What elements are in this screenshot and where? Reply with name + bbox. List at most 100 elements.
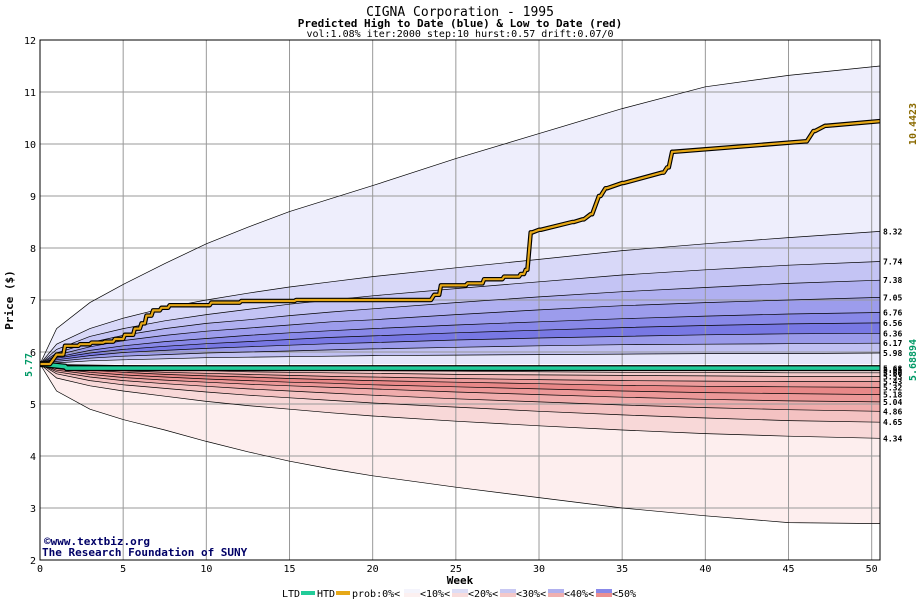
band-value-label: 5.32 — [883, 383, 902, 392]
low-band-0 — [40, 364, 880, 524]
high-band-0 — [40, 66, 880, 364]
legend-swatch-high — [452, 589, 468, 593]
high-band-line — [39, 352, 881, 365]
low-band-line — [39, 363, 881, 439]
high-band-line — [39, 322, 881, 365]
legend-item-label: <40%< — [564, 589, 594, 600]
band-value-label: 5.18 — [883, 391, 902, 400]
band-value-label: 7.38 — [883, 276, 902, 285]
x-axis-label: Week — [447, 574, 474, 587]
high-band-7 — [40, 333, 880, 364]
band-value-label: 6.56 — [883, 319, 902, 328]
y-tick-label: 3 — [30, 504, 36, 515]
legend-swatch-high — [404, 589, 420, 593]
high-band-5 — [40, 312, 880, 364]
chart-title: CIGNA Corporation - 1995 — [366, 5, 554, 20]
band-value-label: 5.04 — [883, 398, 902, 407]
y-tick-label: 2 — [30, 556, 36, 567]
htd-series-line — [40, 120, 881, 366]
band-value-label: 5.60 — [883, 369, 902, 378]
legend-swatch-low — [596, 593, 612, 597]
high-band-8 — [40, 343, 880, 364]
legend-htd-swatch — [336, 591, 350, 595]
low-band-3 — [40, 364, 880, 412]
low-band-line — [39, 363, 881, 395]
y-tick-label: 8 — [30, 244, 36, 255]
x-tick-label: 10 — [200, 564, 212, 575]
x-tick-label: 5 — [120, 564, 126, 575]
x-tick-label: 45 — [782, 564, 794, 575]
ltd-end-value-label: 5.68894 — [908, 339, 919, 381]
legend-item-label: <10%< — [420, 589, 450, 600]
high-band-line — [39, 342, 881, 365]
legend-ltd-swatch — [301, 591, 315, 595]
high-band-line — [39, 312, 881, 365]
low-band-8 — [40, 364, 880, 377]
y-tick-label: 6 — [30, 348, 36, 359]
y-tick-label: 4 — [30, 452, 36, 463]
y-tick-label: 11 — [24, 88, 36, 99]
legend-item-label: <30%< — [516, 589, 546, 600]
band-value-label: 6.76 — [883, 309, 902, 318]
y-tick-label: 9 — [30, 192, 36, 203]
y-axis-label: Price ($) — [3, 270, 16, 330]
y-tick-label: 5 — [30, 400, 36, 411]
low-band-7 — [40, 364, 880, 382]
band-value-label: 5.65 — [883, 366, 902, 375]
band-value-label: 5.43 — [883, 378, 902, 387]
x-tick-label: 35 — [616, 564, 628, 575]
chart-subtitle: Predicted High to Date (blue) & Low to D… — [298, 17, 623, 30]
high-band-line — [39, 65, 881, 365]
start-price-label: 5.77 — [24, 353, 35, 377]
x-tick-label: 0 — [37, 564, 43, 575]
high-band-line — [39, 279, 881, 365]
low-band-line — [39, 363, 881, 403]
legend-swatch-low — [548, 593, 564, 597]
legend-htd-label: HTD — [317, 589, 335, 600]
band-value-label: 7.05 — [883, 293, 902, 302]
low-band-5 — [40, 364, 880, 395]
band-value-label: 5.53 — [883, 372, 902, 381]
legend-swatch-low — [404, 593, 420, 597]
high-band-line — [39, 231, 881, 365]
x-tick-label: 15 — [283, 564, 295, 575]
low-band-2 — [40, 364, 880, 423]
band-value-label: 4.86 — [883, 407, 902, 416]
band-value-label: 5.68 — [883, 365, 902, 374]
legend-ltd-label: LTD — [282, 589, 300, 600]
x-tick-label: 25 — [450, 564, 462, 575]
x-tick-label: 30 — [533, 564, 545, 575]
band-value-labels: 8.32 7.74 7.38 7.05 6.766.566.366.175.98 4.34… — [883, 227, 902, 443]
x-tick-label: 20 — [367, 564, 379, 575]
legend-swatch-high — [548, 589, 564, 593]
legend-prob-label: prob:0%< — [352, 589, 400, 600]
legend-swatch-high — [596, 589, 612, 593]
legend-swatch-low — [500, 593, 516, 597]
probability-bands — [40, 66, 880, 524]
legend-item-label: <50% — [612, 589, 636, 600]
low-band-4 — [40, 364, 880, 402]
credit-foundation: The Research Foundation of SUNY — [42, 546, 248, 559]
legend-swatch-high — [500, 589, 516, 593]
band-value-label: 6.36 — [883, 329, 902, 338]
band-value-label: 6.17 — [883, 339, 902, 348]
y-tick-label: 7 — [30, 296, 36, 307]
legend-swatch-low — [452, 593, 468, 597]
low-band-line — [39, 363, 881, 423]
x-tick-label: 50 — [866, 564, 878, 575]
htd-end-value-label: 10.4423 — [908, 103, 919, 145]
legend: LTD HTD prob:0%< <10%< <20%< <30%< <40%< <50… — [282, 589, 636, 600]
high-band-6 — [40, 322, 880, 364]
high-band-4 — [40, 297, 880, 364]
low-band-line — [39, 363, 881, 524]
y-tick-label: 10 — [24, 140, 36, 151]
low-band-6 — [40, 364, 880, 388]
band-value-label: 7.74 — [883, 258, 902, 267]
high-band-9 — [40, 353, 880, 364]
credit-website: ©www.textbiz.org — [44, 535, 150, 548]
series — [39, 118, 881, 372]
high-band-1 — [40, 231, 880, 364]
low-band-line — [39, 363, 881, 412]
